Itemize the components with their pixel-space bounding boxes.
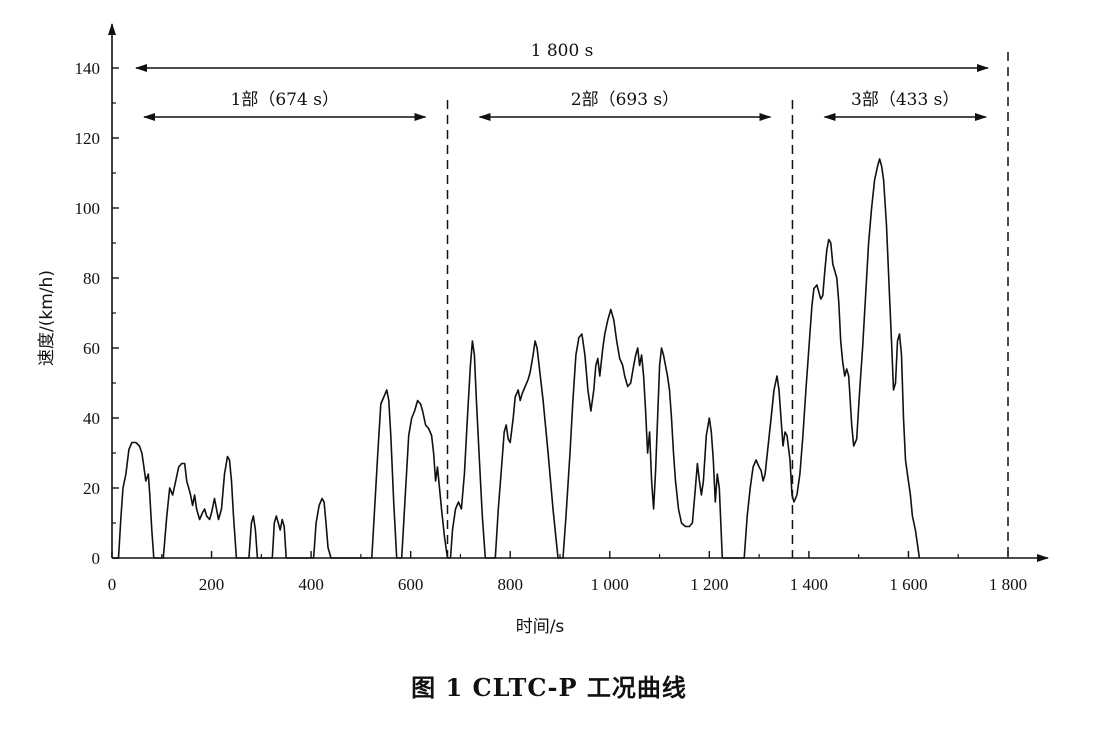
y-tick-label: 140 (75, 59, 101, 78)
y-tick-label: 20 (83, 479, 100, 498)
speed-line (112, 158, 921, 559)
x-tick-label: 1 200 (690, 575, 728, 594)
x-ticks: 0 200 400 600 800 1 000 1 200 1 400 1 600 1 800 (108, 551, 1027, 594)
span-label: 1部（674 s） (231, 90, 339, 110)
figure-caption: 图 1 CLTC-P 工况曲线 (411, 673, 687, 702)
x-tick-label: 600 (398, 575, 424, 594)
phase-boundaries (446, 52, 1009, 558)
phase-spans: 1 800 s 1部（674 s） 2部（693 s） 3部（433 s） (135, 41, 989, 121)
y-axis-label: 速度/(km/h) (37, 270, 57, 366)
x-tick-label: 1 000 (591, 575, 629, 594)
span-label: 2部（693 s） (571, 90, 679, 110)
x-tick-label: 200 (199, 575, 225, 594)
x-tick-label: 1 400 (790, 575, 828, 594)
x-tick-label: 0 (108, 575, 117, 594)
x-tick-label: 1 800 (989, 575, 1027, 594)
y-tick-label: 120 (75, 129, 101, 148)
y-tick-label: 60 (83, 339, 100, 358)
y-tick-label: 0 (92, 549, 101, 568)
x-tick-label: 400 (298, 575, 324, 594)
y-tick-label: 40 (83, 409, 100, 428)
y-ticks: 0 20 40 60 80 100 120 140 (75, 59, 119, 568)
y-tick-label: 80 (83, 269, 100, 288)
speed-series (112, 158, 921, 559)
y-tick-label: 100 (75, 199, 101, 218)
cltc-chart: 0 200 400 600 800 1 000 1 200 1 400 1 600 1 800 0… (37, 23, 1049, 637)
x-axis-label: 时间/s (516, 617, 565, 637)
x-tick-label: 1 600 (889, 575, 927, 594)
x-tick-label: 800 (497, 575, 523, 594)
span-label: 1 800 s (531, 41, 594, 61)
span-label: 3部（433 s） (851, 90, 959, 110)
